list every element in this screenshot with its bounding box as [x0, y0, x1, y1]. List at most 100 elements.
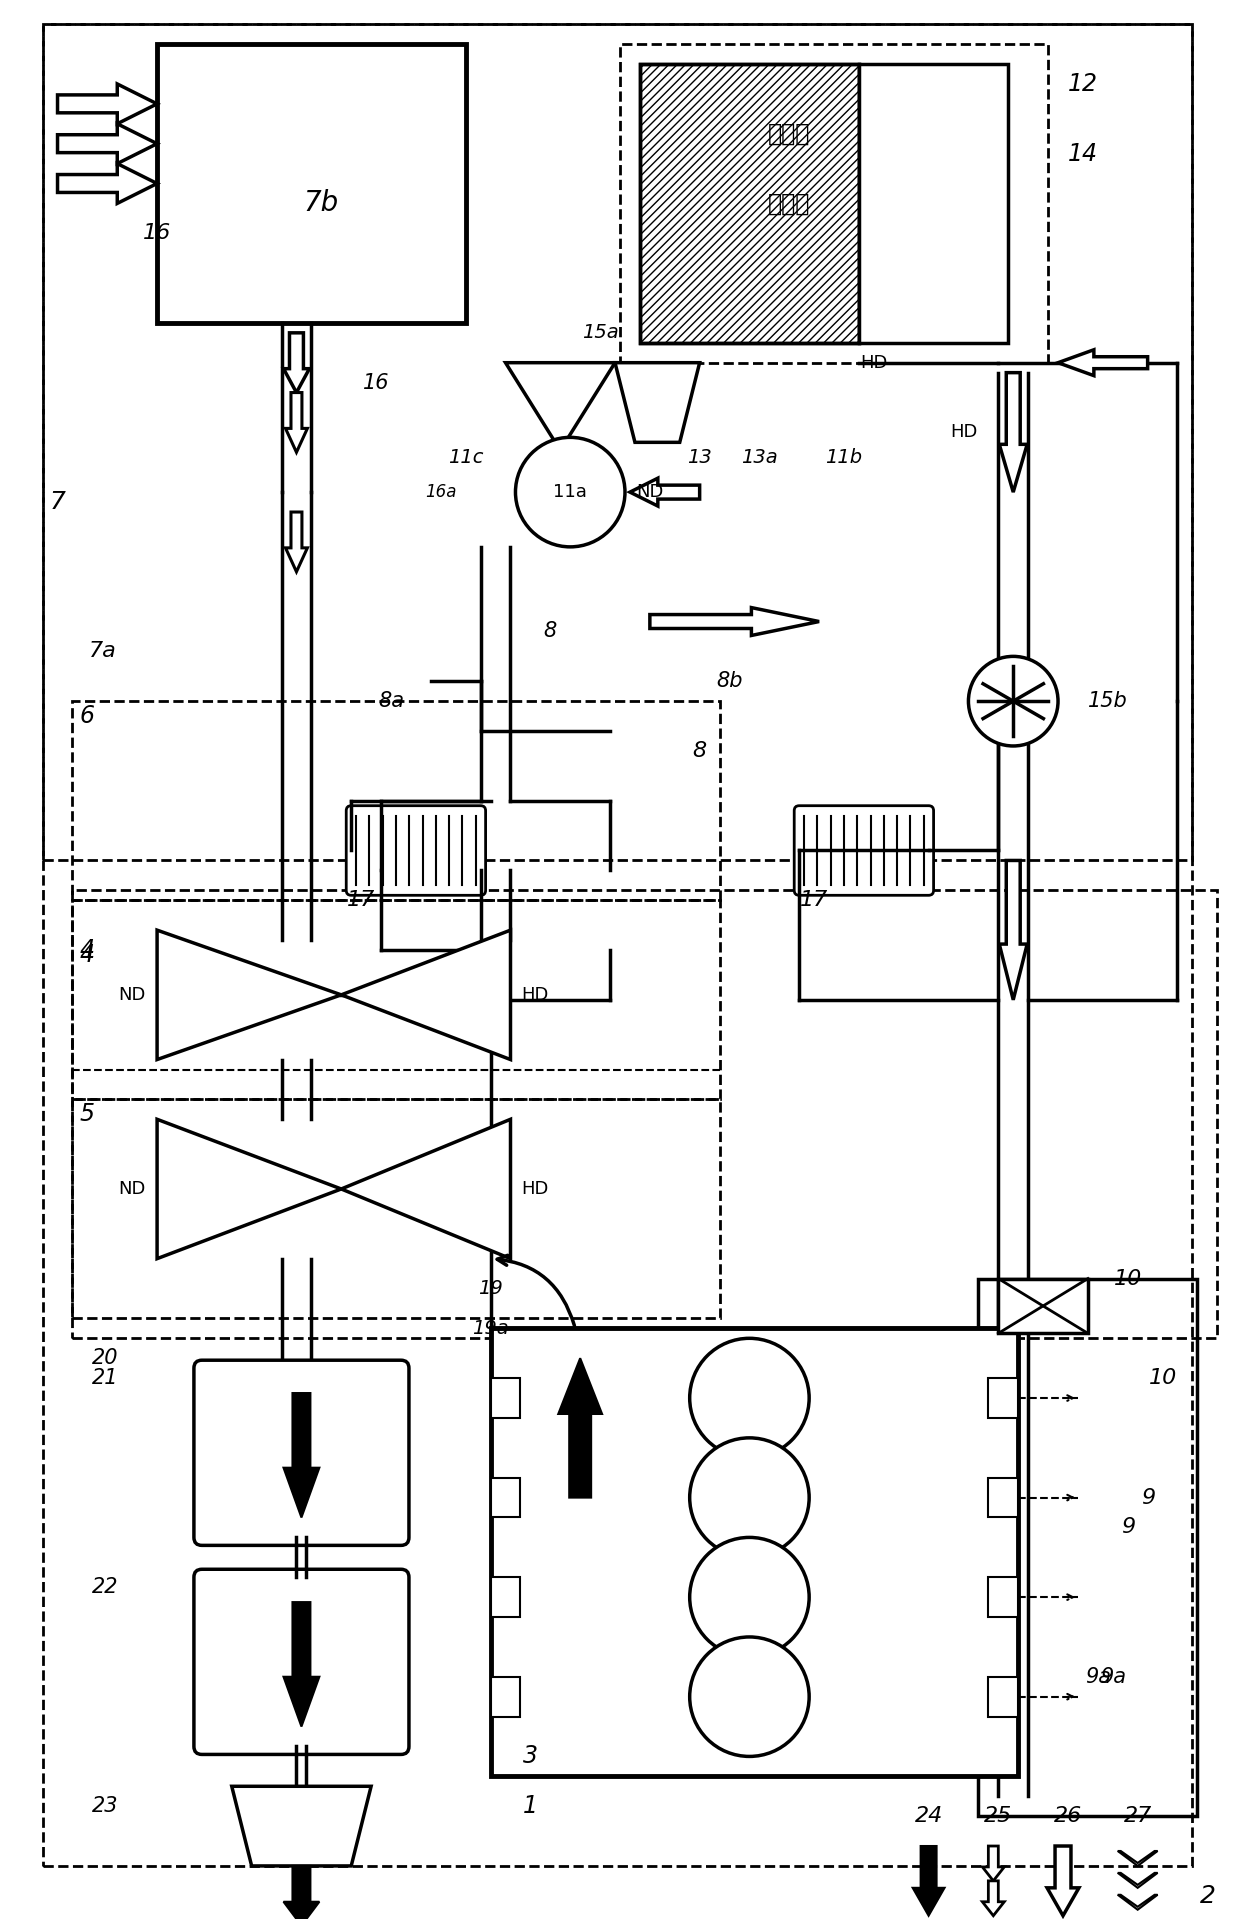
Bar	[491, 1677, 521, 1717]
Bar	[988, 1477, 1018, 1517]
Bar	[491, 1477, 521, 1517]
Text: 6: 6	[79, 704, 95, 729]
FancyBboxPatch shape	[193, 1360, 409, 1546]
Text: 13: 13	[687, 448, 712, 467]
Text: 8a: 8a	[378, 690, 404, 712]
FancyBboxPatch shape	[193, 1569, 409, 1754]
Text: 17: 17	[800, 890, 828, 910]
FancyBboxPatch shape	[794, 806, 934, 896]
Text: 9a: 9a	[1100, 1667, 1126, 1686]
Circle shape	[689, 1536, 810, 1658]
Polygon shape	[284, 1865, 320, 1923]
Text: 27: 27	[1123, 1806, 1152, 1827]
Text: ND: ND	[119, 1181, 146, 1198]
Polygon shape	[982, 1881, 1004, 1915]
Text: 20: 20	[92, 1348, 119, 1369]
Text: ND: ND	[119, 986, 146, 1004]
Polygon shape	[284, 1392, 320, 1517]
Polygon shape	[341, 1119, 511, 1260]
Bar	[988, 1677, 1018, 1717]
Bar	[998, 1279, 1087, 1333]
Text: 发电机: 发电机	[768, 121, 811, 146]
Text: 电动机: 电动机	[768, 192, 811, 215]
Polygon shape	[999, 373, 1027, 492]
Polygon shape	[630, 479, 699, 506]
Bar	[978, 1279, 1198, 1815]
Bar	[72, 702, 719, 900]
Polygon shape	[341, 931, 511, 1060]
Text: 22: 22	[92, 1577, 119, 1598]
Bar	[491, 1329, 1018, 1777]
FancyBboxPatch shape	[346, 806, 486, 896]
Text: 9: 9	[1121, 1517, 1135, 1538]
Polygon shape	[999, 860, 1027, 1000]
Polygon shape	[1117, 1894, 1158, 1910]
Bar	[72, 900, 719, 1100]
Text: 8b: 8b	[717, 671, 743, 690]
Text: 8: 8	[693, 740, 707, 762]
Text: 21: 21	[92, 1367, 119, 1388]
Bar	[640, 63, 859, 342]
Polygon shape	[913, 1846, 945, 1915]
Polygon shape	[57, 123, 157, 163]
Text: HD: HD	[861, 354, 888, 371]
Text: 11a: 11a	[553, 483, 588, 502]
Text: HD: HD	[950, 423, 977, 442]
Polygon shape	[1058, 350, 1148, 375]
Text: 10: 10	[1114, 1269, 1142, 1288]
Text: 17: 17	[347, 890, 376, 910]
Text: 26: 26	[1054, 1806, 1083, 1827]
Text: HD: HD	[522, 986, 549, 1004]
Text: 24: 24	[914, 1806, 942, 1827]
Polygon shape	[285, 512, 308, 571]
Text: 11b: 11b	[826, 448, 863, 467]
Polygon shape	[284, 333, 310, 392]
Text: 8: 8	[543, 621, 557, 642]
Text: 14: 14	[1068, 142, 1097, 165]
Text: 16a: 16a	[425, 483, 456, 502]
Text: 1: 1	[523, 1794, 538, 1819]
Text: ND: ND	[636, 483, 663, 502]
Polygon shape	[157, 931, 341, 1060]
Bar	[640, 63, 859, 342]
Circle shape	[516, 437, 625, 546]
Polygon shape	[284, 1602, 320, 1727]
Polygon shape	[57, 85, 157, 123]
Polygon shape	[1047, 1846, 1079, 1915]
Text: 11c: 11c	[448, 448, 484, 467]
Text: 15b: 15b	[1087, 690, 1127, 712]
Text: 10: 10	[1148, 1367, 1177, 1388]
Circle shape	[689, 1438, 810, 1558]
Text: 3: 3	[523, 1744, 538, 1769]
Text: 4: 4	[79, 938, 95, 962]
Text: 9: 9	[1141, 1488, 1154, 1508]
Bar	[157, 44, 466, 323]
Circle shape	[968, 656, 1058, 746]
Bar	[42, 25, 1193, 860]
Text: 5: 5	[79, 1102, 95, 1127]
Bar	[491, 1577, 521, 1617]
Text: 16: 16	[363, 373, 389, 392]
Polygon shape	[1117, 1852, 1158, 1865]
Text: 25: 25	[985, 1806, 1012, 1827]
Text: 16: 16	[143, 223, 171, 244]
Text: 4: 4	[79, 942, 95, 967]
Polygon shape	[506, 363, 615, 442]
Polygon shape	[285, 392, 308, 452]
Circle shape	[689, 1636, 810, 1756]
Text: HD: HD	[522, 1181, 549, 1198]
Bar	[988, 1379, 1018, 1417]
Text: 7b: 7b	[304, 188, 339, 217]
Text: 7a: 7a	[88, 642, 117, 662]
Text: 23: 23	[92, 1796, 119, 1815]
Text: 19: 19	[479, 1279, 503, 1298]
Text: 13a: 13a	[742, 448, 777, 467]
Polygon shape	[615, 363, 699, 442]
Polygon shape	[650, 608, 820, 635]
Bar	[72, 890, 1218, 1338]
Bar	[72, 1100, 719, 1319]
Polygon shape	[1117, 1873, 1158, 1888]
Text: 15a: 15a	[582, 323, 619, 342]
Text: 2: 2	[1199, 1885, 1215, 1908]
Text: 19a: 19a	[472, 1319, 508, 1338]
